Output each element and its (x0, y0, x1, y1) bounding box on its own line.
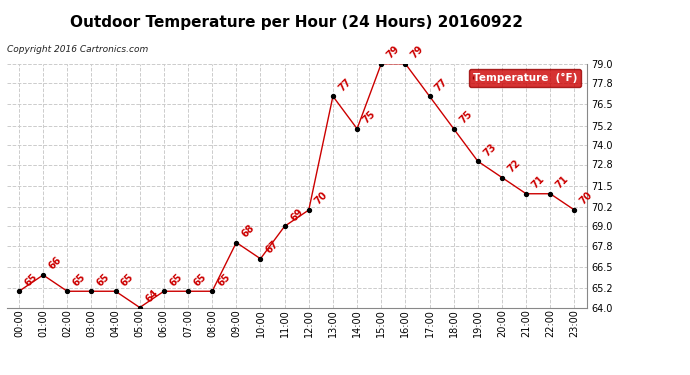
Text: 65: 65 (71, 272, 88, 288)
Text: 65: 65 (192, 272, 208, 288)
Legend: Temperature  (°F): Temperature (°F) (469, 69, 581, 87)
Text: 66: 66 (47, 255, 63, 272)
Point (207, 288, 218, 294)
Point (424, 93, 435, 99)
Text: 64: 64 (144, 288, 160, 304)
Point (255, 256, 266, 262)
Text: 65: 65 (168, 272, 184, 288)
Text: 65: 65 (119, 272, 136, 288)
Text: 65: 65 (23, 272, 39, 288)
Text: 68: 68 (240, 222, 257, 239)
Text: 75: 75 (457, 109, 474, 126)
Point (230, 240, 241, 246)
Text: 69: 69 (288, 206, 305, 223)
Point (303, 207, 314, 213)
Point (351, 126, 363, 132)
Point (37, 272, 48, 278)
Point (110, 288, 121, 294)
Point (182, 288, 193, 294)
Text: 70: 70 (578, 190, 595, 207)
Point (375, 61, 386, 67)
Point (569, 207, 580, 213)
Text: 79: 79 (385, 44, 402, 60)
Text: 72: 72 (506, 158, 522, 174)
Point (158, 288, 169, 294)
Point (14, 288, 25, 294)
Text: Copyright 2016 Cartronics.com: Copyright 2016 Cartronics.com (7, 45, 148, 54)
Text: 65: 65 (216, 272, 233, 288)
Point (134, 304, 145, 310)
Text: 71: 71 (530, 174, 546, 190)
Text: 65: 65 (95, 272, 112, 288)
Text: 75: 75 (361, 109, 377, 126)
Text: 71: 71 (554, 174, 571, 190)
Text: 79: 79 (409, 44, 426, 60)
Point (328, 93, 339, 99)
Text: 77: 77 (337, 76, 353, 93)
Text: 67: 67 (264, 239, 281, 255)
Text: 77: 77 (433, 76, 450, 93)
Point (497, 174, 508, 180)
Point (62, 288, 73, 294)
Text: 70: 70 (313, 190, 329, 207)
Text: 73: 73 (482, 141, 498, 158)
Point (400, 61, 411, 67)
Point (472, 158, 483, 164)
Point (86, 288, 97, 294)
Point (545, 191, 556, 197)
Point (520, 191, 531, 197)
Text: Outdoor Temperature per Hour (24 Hours) 20160922: Outdoor Temperature per Hour (24 Hours) … (70, 15, 523, 30)
Point (448, 126, 460, 132)
Point (279, 223, 290, 229)
